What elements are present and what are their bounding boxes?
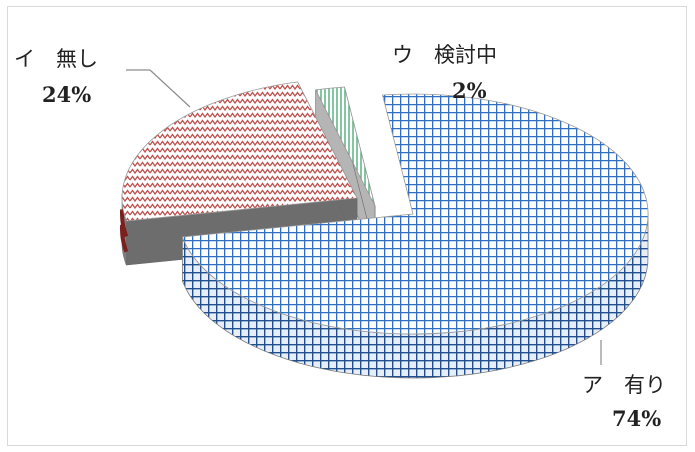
pie-top-considering	[314, 86, 376, 207]
label-no: イ 無し	[14, 47, 98, 71]
label-considering: ウ 検討中	[392, 43, 497, 67]
pie-band-no-0	[120, 209, 129, 238]
label-yes: ア 有り	[582, 373, 666, 397]
percent-no: 24%	[42, 82, 91, 107]
pie-slice-yes	[181, 93, 649, 379]
pie-band-no-1	[120, 224, 129, 253]
percent-considering: 2%	[452, 78, 487, 103]
percent-yes: 74%	[612, 406, 661, 431]
pie-top-yes	[181, 93, 649, 335]
pie-top-no	[121, 81, 358, 222]
leader-line-no	[126, 69, 191, 108]
pie-slice-considering	[314, 86, 376, 251]
